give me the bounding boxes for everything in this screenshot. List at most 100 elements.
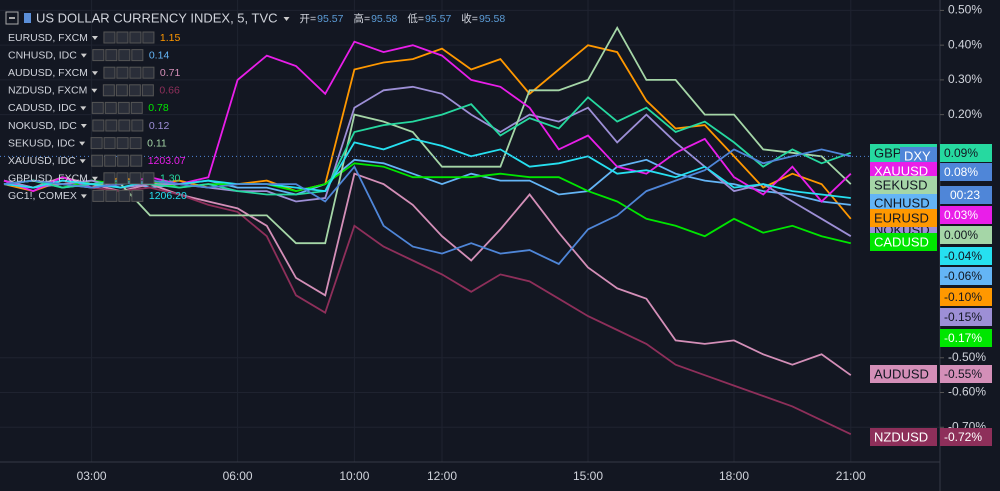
- name-tag-label: AUDUSD: [874, 366, 929, 381]
- legend-button[interactable]: [104, 101, 117, 114]
- legend-button[interactable]: [92, 49, 105, 62]
- legend: US DOLLAR CURRENCY INDEX, 5, TVC 开= 95.57…: [5, 10, 505, 202]
- legend-button[interactable]: [90, 137, 103, 150]
- legend-button[interactable]: [129, 137, 142, 150]
- dropdown-icon[interactable]: [79, 159, 86, 164]
- name-tag-label: EURUSD: [874, 210, 929, 225]
- x-tick-label: 06:00: [223, 469, 253, 483]
- legend-button[interactable]: [131, 119, 144, 132]
- legend-name: XAUUSD, IDC: [8, 155, 76, 167]
- legend-button[interactable]: [142, 31, 155, 44]
- legend-button[interactable]: [130, 101, 143, 114]
- value-tag-label: -0.06%: [944, 269, 982, 283]
- legend-button[interactable]: [118, 49, 131, 62]
- legend-button[interactable]: [129, 172, 142, 185]
- name-tag: [870, 176, 937, 194]
- legend-button[interactable]: [130, 154, 143, 167]
- legend-button[interactable]: [117, 101, 130, 114]
- legend-button[interactable]: [92, 189, 105, 202]
- legend-button[interactable]: [116, 31, 129, 44]
- legend-button[interactable]: [116, 137, 129, 150]
- ohlc-value: 95.57: [317, 13, 343, 25]
- legend-button[interactable]: [118, 119, 131, 132]
- y-tick-label: 0.40%: [948, 37, 982, 51]
- y-tick-label: 0.20%: [948, 107, 982, 121]
- legend-button[interactable]: [105, 49, 118, 62]
- legend-button[interactable]: [141, 84, 154, 97]
- value-tag: [940, 206, 992, 224]
- dropdown-icon[interactable]: [91, 36, 98, 40]
- countdown-tag: [940, 186, 992, 204]
- name-tag-label: NZDUSD: [874, 429, 928, 444]
- legend-button[interactable]: [92, 119, 105, 132]
- legend-button[interactable]: [131, 189, 144, 202]
- dropdown-icon[interactable]: [80, 194, 87, 199]
- dropdown-icon[interactable]: [79, 141, 86, 146]
- series-line: [3, 25, 852, 245]
- legend-name: NZDUSD, FXCM: [8, 85, 87, 97]
- ohlc-label: 开=: [300, 13, 317, 25]
- value-tag: [940, 226, 992, 244]
- legend-button[interactable]: [105, 119, 118, 132]
- value-tag-label: 0.09%: [944, 146, 978, 160]
- legend-button[interactable]: [104, 154, 117, 167]
- legend-value: 0.14: [149, 49, 170, 61]
- dropdown-icon[interactable]: [80, 106, 87, 111]
- legend-button[interactable]: [91, 101, 104, 114]
- legend-button[interactable]: [103, 31, 116, 44]
- legend-button[interactable]: [128, 84, 141, 97]
- x-tick-label: 18:00: [719, 469, 749, 483]
- x-tick-label: 10:00: [339, 469, 369, 483]
- legend-button[interactable]: [91, 154, 104, 167]
- legend-value: 0.66: [159, 85, 180, 97]
- legend-button[interactable]: [142, 66, 155, 79]
- dropdown-icon[interactable]: [80, 124, 87, 128]
- legend-button[interactable]: [115, 84, 128, 97]
- name-tag-label: CNHUSD: [874, 195, 930, 210]
- value-tag-label: 0.03%: [944, 208, 978, 222]
- dropdown-icon[interactable]: [91, 71, 98, 76]
- dropdown-icon[interactable]: [283, 17, 290, 21]
- axes: 0.50%0.40%0.30%0.20%-0.50%-0.60%-0.70%03…: [77, 3, 987, 484]
- legend-button[interactable]: [129, 31, 142, 44]
- y-tick-label: -0.60%: [948, 385, 986, 399]
- ohlc-value: 95.58: [479, 13, 505, 25]
- legend-button[interactable]: [131, 49, 144, 62]
- legend-button[interactable]: [102, 84, 115, 97]
- legend-button[interactable]: [105, 189, 118, 202]
- value-tag: [940, 247, 992, 265]
- name-tag-label: SEKUSD: [874, 177, 927, 192]
- name-tag: [900, 147, 937, 165]
- legend-button[interactable]: [129, 66, 142, 79]
- series-line: [3, 179, 852, 436]
- dropdown-icon[interactable]: [91, 88, 98, 93]
- legend-button[interactable]: [116, 172, 129, 185]
- value-tag: [940, 308, 992, 326]
- legend-name: SEKUSD, IDC: [8, 137, 76, 149]
- legend-button[interactable]: [116, 66, 129, 79]
- name-tag: [870, 233, 937, 251]
- price-tags: GBPUSDDXYXAUUSDSEKUSDCNHUSDNOKUSDEURUSDC…: [870, 144, 992, 446]
- legend-value: 1203.07: [148, 155, 186, 167]
- ohlc-label: 低=: [407, 12, 424, 25]
- dropdown-icon[interactable]: [80, 53, 87, 58]
- legend-button[interactable]: [117, 154, 130, 167]
- legend-button[interactable]: [118, 189, 131, 202]
- collapse-button[interactable]: [5, 11, 19, 25]
- name-tag: [870, 194, 937, 212]
- x-tick-label: 15:00: [573, 469, 603, 483]
- dropdown-icon[interactable]: [91, 176, 98, 181]
- legend-button[interactable]: [142, 172, 155, 185]
- series-line: [3, 158, 851, 206]
- x-tick-label: 03:00: [77, 469, 107, 483]
- value-tag: [940, 365, 992, 383]
- value-tag: [940, 163, 992, 181]
- legend-button[interactable]: [103, 172, 116, 185]
- value-tag-label: -0.17%: [944, 331, 982, 345]
- value-tag-label: -0.10%: [944, 290, 982, 304]
- legend-button[interactable]: [103, 137, 116, 150]
- legend-value: 0.11: [147, 137, 167, 149]
- legend-button[interactable]: [103, 66, 116, 79]
